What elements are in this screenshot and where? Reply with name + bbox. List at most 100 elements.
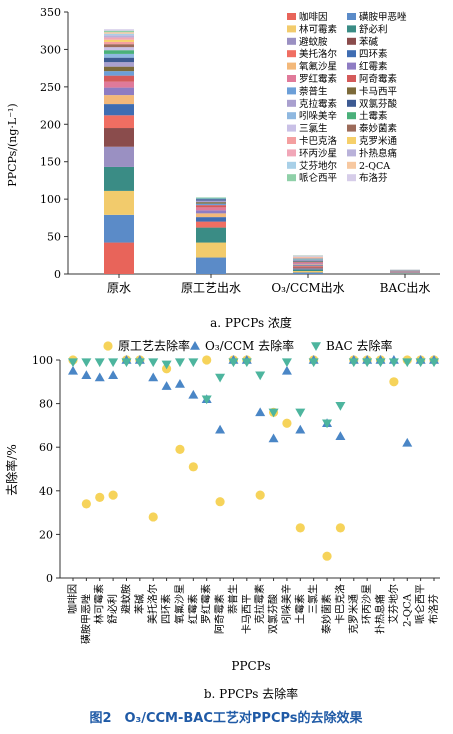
chart-a-bar-segment (293, 271, 323, 273)
chart-b-point-original (255, 490, 265, 500)
chart-a-legend-swatch (347, 112, 356, 120)
chart-a-legend-label: 布洛芬 (359, 172, 388, 184)
chart-a-legend-swatch (347, 75, 356, 82)
chart-b-x-tick-label: 扑热息痛 (374, 594, 387, 634)
chart-a-legend-swatch (287, 87, 296, 95)
chart-a-bar-segment (104, 44, 134, 48)
chart-b-point-original (335, 523, 346, 533)
chart-b-y-tick-label: 40 (39, 485, 53, 498)
chart-b-point-o3ccm (335, 431, 346, 441)
chart-b-subtitle: b. PPCPs 去除率 (204, 686, 298, 701)
chart-b-point-original (81, 499, 91, 509)
chart-b-legend-marker (103, 341, 113, 351)
chart-a-legend-swatch (347, 99, 356, 107)
chart-a-legend-swatch (287, 13, 296, 20)
chart-b-point-original (148, 512, 158, 522)
chart-a-bar-segment (293, 261, 323, 263)
chart-a-bar-segment (293, 267, 323, 269)
chart-a-legend-swatch (287, 174, 296, 182)
chart-b-legend-marker (190, 341, 200, 350)
chart-b-x-tick-label: 林可霉素 (93, 584, 106, 624)
chart-b-point-o3ccm (295, 424, 306, 434)
chart-a-legend-swatch (287, 137, 296, 144)
chart-b-point-original (215, 497, 225, 507)
chart-a-bar-segment (196, 200, 226, 203)
chart-a-bars (104, 29, 420, 274)
chart-b-point-bac (148, 358, 159, 368)
chart-b-legend-label: BAC 去除率 (326, 338, 392, 353)
chart-b-point-bac (295, 408, 306, 418)
chart-b-point-o3ccm (215, 424, 226, 434)
chart-a-legend-swatch (287, 25, 296, 33)
chart-a-legend-label: 林可霉素 (299, 23, 338, 35)
chart-b-point-bac (268, 408, 279, 418)
chart-b-point-original (295, 523, 305, 533)
chart-b-x-tick-label: 布洛芬 (427, 594, 440, 624)
chart-a-legend-label: 哌仑西平 (299, 172, 338, 184)
chart-a-legend-swatch (347, 62, 356, 70)
chart-b-points (68, 355, 439, 561)
chart-a-bar-segment (196, 198, 226, 200)
chart-a-bar-segment (104, 214, 134, 243)
chart-a-bar-segment (196, 205, 226, 208)
chart-b-legend-label: O₃/CCM 去除率 (205, 338, 294, 353)
chart-b-point-o3ccm (108, 370, 119, 380)
chart-a-x-tick-labels: 原水 原工艺出水 O₃/CCM出水 BAC出水 (107, 274, 430, 295)
chart-a-bar-segment (104, 81, 134, 88)
chart-b-point-bac (308, 358, 319, 368)
chart-a-bar-segment (196, 203, 226, 206)
chart-b-y-tick-label: 0 (46, 572, 53, 585)
chart-b-x-tick-label: 萘普生 (226, 584, 239, 614)
chart-a-legend-label: 舒必利 (359, 23, 388, 35)
chart-a-legend-label: 土霉素 (359, 110, 388, 122)
chart-a-legend-swatch (347, 161, 356, 169)
chart-b-point-bac (94, 358, 105, 368)
chart-b-point-bac (201, 395, 212, 405)
chart-b-point-original (282, 418, 292, 428)
chart-a-y-tick-label: 0 (54, 268, 61, 281)
chart-b-x-tick-label: 克拉霉素 (253, 584, 266, 624)
chart-b-point-bac (335, 402, 346, 411)
chart-a-bar-segment (104, 41, 134, 45)
chart-b-point-bac (255, 371, 266, 381)
chart-b-x-tick-label: 苯碱 (133, 594, 146, 614)
chart-b-point-bac (402, 358, 413, 368)
chart-a-bar-segment (196, 199, 226, 201)
chart-b-x-tick-label: 土霉素 (293, 594, 306, 624)
chart-a-legend-label: 避蚊胺 (299, 36, 328, 48)
chart-a-bar-segment (293, 262, 323, 263)
chart-a-y-tick-label: 200 (40, 118, 61, 131)
chart-b-point-o3ccm (281, 365, 292, 375)
chart-a-legend-label: 泰妙菌素 (359, 123, 398, 135)
chart-a-bar-segment (196, 213, 226, 218)
chart-a-legend-swatch (287, 50, 296, 58)
chart-b-point-original (188, 462, 198, 472)
chart-a-bar-segment (293, 265, 323, 267)
chart-b-x-tick-label: 磺胺甲恶唑 (79, 594, 92, 644)
chart-b-x-tick-label: 2-QCA (402, 593, 413, 627)
chart-b-x-tick-label: 卡巴克洛 (333, 584, 346, 624)
chart-a-y-tick-label: 50 (47, 231, 61, 244)
chart-b-point-original (202, 355, 212, 365)
chart-a-bar-segment (293, 260, 323, 262)
chart-b-x-tick-label: 咖啡因 (67, 584, 79, 614)
chart-a-legend-label: 吲哚美辛 (299, 110, 337, 122)
figure-caption: 图2 O₃/CCM-BAC工艺对PPCPs的去除效果 (89, 710, 362, 726)
chart-b-point-bac (228, 358, 239, 368)
chart-a-legend-swatch (347, 50, 356, 58)
chart-b-removal-rate: 原工艺去除率 O₃/CCM 去除率 BAC 去除率 去除率/% 0 20 40 60 80 1… (4, 338, 440, 701)
chart-b-x-tick-label: 氧氟沙星 (173, 584, 186, 624)
chart-b-point-bac (388, 358, 399, 368)
chart-b-y-tick-label: 80 (39, 398, 53, 411)
chart-a-bar-segment (196, 221, 226, 228)
chart-b-x-tick-label: 泰妙菌素 (320, 594, 333, 634)
chart-a-legend-swatch (287, 62, 296, 70)
chart-a-legend-label: 克拉霉素 (299, 98, 338, 110)
chart-b-x-axis-title: PPCPs (231, 659, 270, 673)
chart-b-x-tick-label: 四环素 (160, 594, 173, 624)
chart-a-legend-label: 环丙沙星 (299, 148, 337, 159)
chart-a-legend-label: 氧氟沙星 (299, 61, 337, 73)
chart-b-x-tick-label: 艾芬地尔 (387, 584, 400, 624)
chart-b-point-original (389, 377, 399, 387)
